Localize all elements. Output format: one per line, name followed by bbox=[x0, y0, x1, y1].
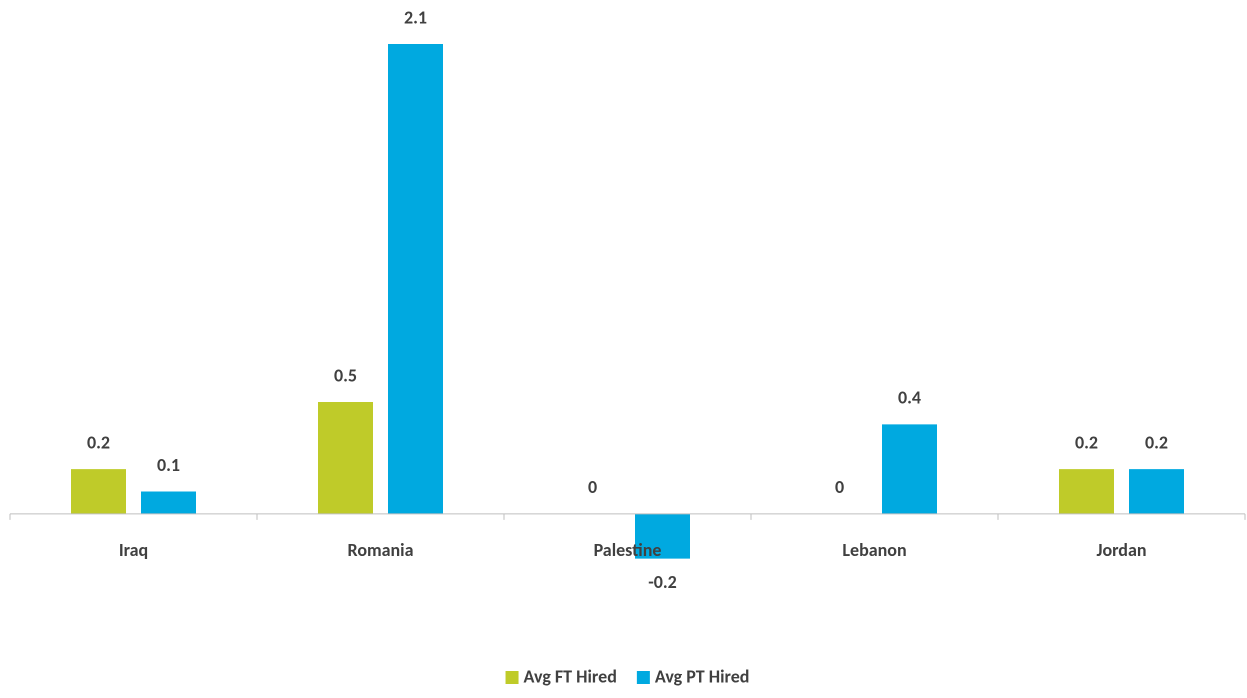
bar bbox=[318, 402, 373, 514]
bar bbox=[71, 469, 126, 514]
value-label: 0 bbox=[835, 476, 844, 498]
value-label: 0.1 bbox=[157, 454, 180, 476]
x-tick-label: Romania bbox=[348, 539, 414, 561]
value-label: 0.2 bbox=[1075, 431, 1098, 453]
legend-swatch bbox=[505, 671, 519, 684]
value-label: 2.1 bbox=[404, 6, 427, 28]
value-label: 0.2 bbox=[87, 431, 110, 453]
x-tick-label: Lebanon bbox=[842, 539, 906, 561]
value-label: 0.2 bbox=[1145, 431, 1168, 453]
bar bbox=[1059, 469, 1114, 514]
value-label: 0.4 bbox=[898, 387, 921, 409]
bar bbox=[141, 491, 196, 514]
bar bbox=[882, 424, 937, 514]
x-tick-label: Jordan bbox=[1096, 539, 1146, 561]
value-label: 0 bbox=[588, 476, 597, 498]
bar bbox=[388, 44, 443, 514]
value-label: -0.2 bbox=[648, 571, 677, 593]
legend-label: Avg PT Hired bbox=[655, 665, 750, 687]
bar bbox=[1129, 469, 1184, 514]
x-tick-label: Palestine bbox=[594, 539, 662, 561]
bar bbox=[635, 513, 690, 559]
legend-swatch bbox=[636, 671, 650, 684]
x-tick-label: Iraq bbox=[119, 539, 148, 561]
legend-label: Avg FT Hired bbox=[524, 665, 617, 687]
value-label: 0.5 bbox=[334, 364, 357, 386]
